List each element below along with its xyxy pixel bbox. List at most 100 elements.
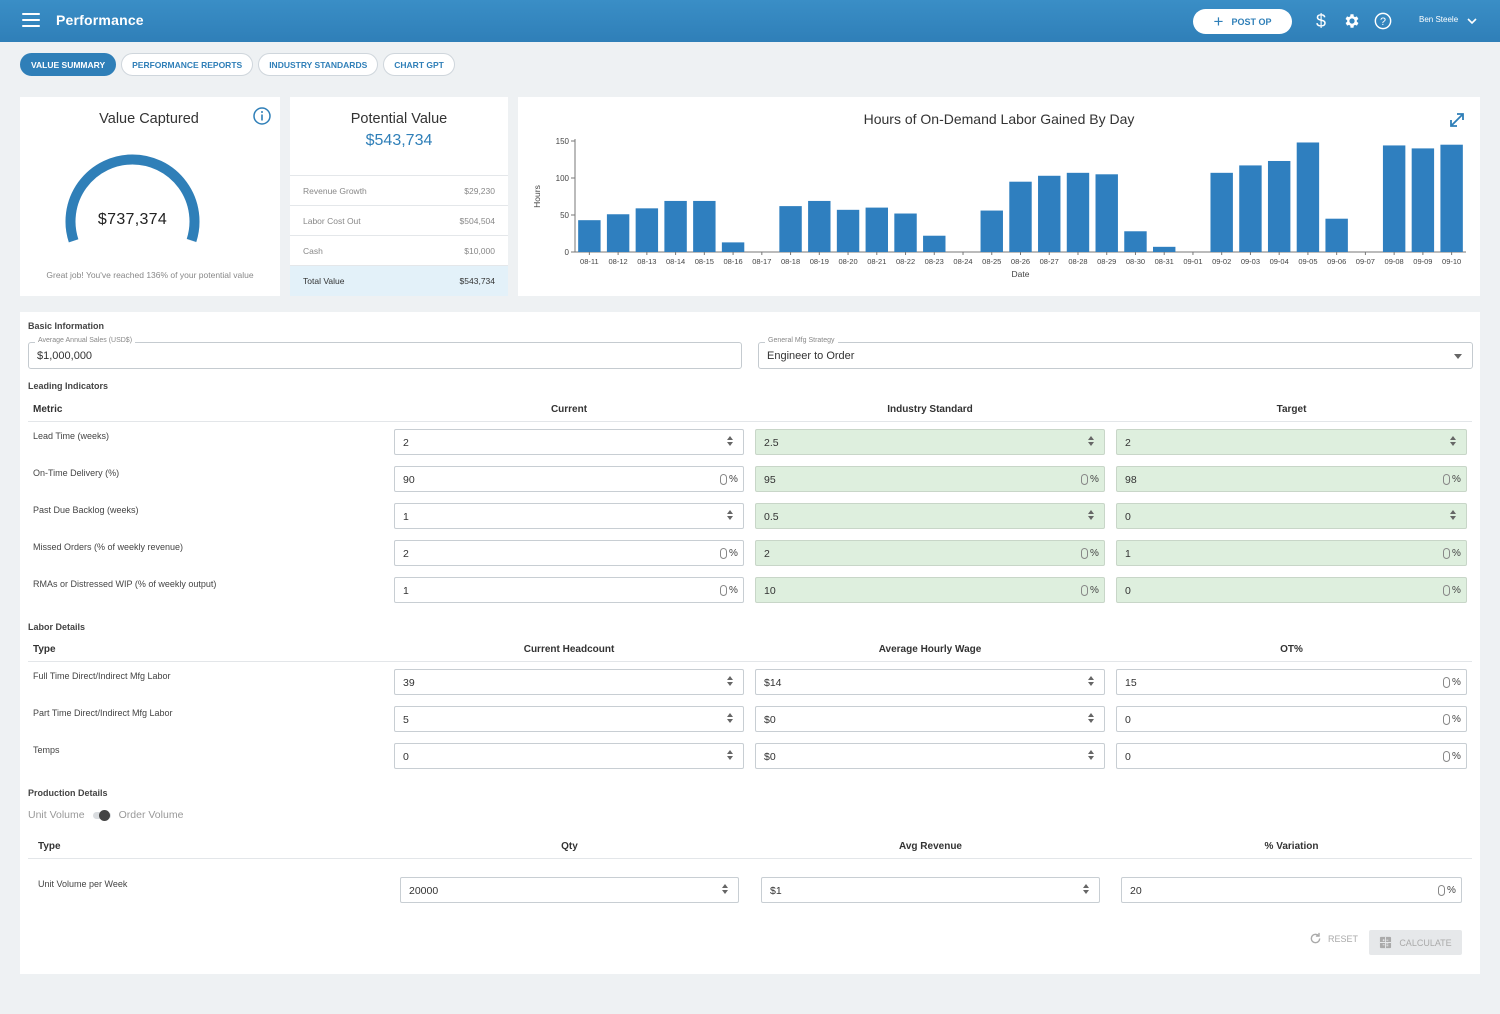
stepper-arrows-icon[interactable] xyxy=(1083,884,1089,897)
current-input[interactable]: 2 xyxy=(394,429,744,455)
chart-bar[interactable] xyxy=(1095,174,1118,252)
ot-percent-input[interactable]: 0% xyxy=(1116,743,1467,769)
calculate-button[interactable]: CALCULATE xyxy=(1369,930,1462,955)
industry-standard-input[interactable]: 10% xyxy=(755,577,1105,603)
stepper-arrows-icon[interactable] xyxy=(722,884,728,897)
current-input[interactable]: 2% xyxy=(394,540,744,566)
chart-bar[interactable] xyxy=(894,213,917,252)
stepper-ring-icon[interactable] xyxy=(1081,474,1088,485)
stepper-ring-icon[interactable] xyxy=(1443,548,1450,559)
info-icon[interactable] xyxy=(252,106,272,131)
current-input[interactable]: 90% xyxy=(394,466,744,492)
chart-bar[interactable] xyxy=(1411,148,1435,252)
industry-standard-input[interactable]: 95% xyxy=(755,466,1105,492)
stepper-ring-icon[interactable] xyxy=(1443,714,1450,725)
stepper-arrows-icon[interactable] xyxy=(1450,510,1456,523)
qty-input[interactable]: 20000 xyxy=(400,877,739,903)
reset-button[interactable]: RESET xyxy=(1309,932,1358,945)
chart-bar[interactable] xyxy=(865,207,888,252)
chart-bar[interactable] xyxy=(1296,142,1320,252)
chart-bar[interactable] xyxy=(923,235,946,252)
stepper-ring-icon[interactable] xyxy=(1438,885,1445,896)
hourly-wage-input[interactable]: $14 xyxy=(755,669,1105,695)
industry-standard-input[interactable]: 2.5 xyxy=(755,429,1105,455)
ot-percent-input[interactable]: 15% xyxy=(1116,669,1467,695)
variation-input[interactable]: 20% xyxy=(1121,877,1462,903)
stepper-ring-icon[interactable] xyxy=(1443,751,1450,762)
mfg-strategy-select[interactable]: General Mfg Strategy Engineer to Order xyxy=(758,337,1473,369)
stepper-arrows-icon[interactable] xyxy=(1088,750,1094,763)
chart-bar[interactable] xyxy=(1153,246,1176,252)
chart-bar[interactable] xyxy=(664,200,687,252)
current-input[interactable]: 1 xyxy=(394,503,744,529)
help-icon[interactable]: ? xyxy=(1372,10,1394,32)
chart-bar[interactable] xyxy=(693,200,716,252)
chart-bar[interactable] xyxy=(1009,181,1032,252)
gear-icon[interactable] xyxy=(1341,10,1363,32)
chart-bar[interactable] xyxy=(721,242,745,252)
target-input[interactable]: 1% xyxy=(1116,540,1467,566)
hourly-wage-input[interactable]: $0 xyxy=(755,706,1105,732)
chart-bar[interactable] xyxy=(578,220,601,252)
chart-bar[interactable] xyxy=(779,206,802,252)
ot-percent-input[interactable]: 0% xyxy=(1116,706,1467,732)
stepper-arrows-icon[interactable] xyxy=(727,750,733,763)
stepper-ring-icon[interactable] xyxy=(1443,677,1450,688)
chart-bar[interactable] xyxy=(1382,145,1406,252)
tab-value-summary[interactable]: VALUE SUMMARY xyxy=(20,53,117,76)
chart-bar[interactable] xyxy=(1124,231,1147,252)
stepper-ring-icon[interactable] xyxy=(1443,474,1450,485)
chart-bar[interactable] xyxy=(1325,218,1348,252)
target-input[interactable]: 98% xyxy=(1116,466,1467,492)
chart-bar[interactable] xyxy=(1239,165,1262,252)
headcount-input[interactable]: 39 xyxy=(394,669,744,695)
current-input[interactable]: 1% xyxy=(394,577,744,603)
stepper-arrows-icon[interactable] xyxy=(1450,436,1456,449)
stepper-arrows-icon[interactable] xyxy=(1088,676,1094,689)
chart-bar[interactable] xyxy=(1440,144,1463,252)
chart-bar[interactable] xyxy=(836,209,860,252)
chart-bar[interactable] xyxy=(635,208,659,252)
stepper-arrows-icon[interactable] xyxy=(1088,510,1094,523)
industry-standard-input[interactable]: 0.5 xyxy=(755,503,1105,529)
chart-bar[interactable] xyxy=(980,210,1003,252)
chart-bar[interactable] xyxy=(1267,160,1291,252)
avg-revenue-input[interactable]: $1 xyxy=(761,877,1100,903)
stepper-arrows-icon[interactable] xyxy=(727,436,733,449)
industry-standard-input[interactable]: 2% xyxy=(755,540,1105,566)
chart-bar[interactable] xyxy=(1038,175,1061,252)
stepper-ring-icon[interactable] xyxy=(720,474,727,485)
stepper-arrows-icon[interactable] xyxy=(727,676,733,689)
stepper-arrows-icon[interactable] xyxy=(1088,436,1094,449)
tab-performance-reports[interactable]: PERFORMANCE REPORTS xyxy=(121,53,254,76)
menu-icon[interactable] xyxy=(22,13,40,27)
target-input[interactable]: 0 xyxy=(1116,503,1467,529)
expand-icon[interactable] xyxy=(1448,111,1466,134)
post-op-button[interactable]: + POST OP xyxy=(1193,9,1292,34)
chevron-down-icon[interactable] xyxy=(1466,14,1478,32)
chart-bar[interactable] xyxy=(1210,172,1233,252)
hourly-wage-input[interactable]: $0 xyxy=(755,743,1105,769)
stepper-ring-icon[interactable] xyxy=(720,585,727,596)
chart-bar[interactable] xyxy=(808,200,831,252)
headcount-input[interactable]: 5 xyxy=(394,706,744,732)
headcount-input[interactable]: 0 xyxy=(394,743,744,769)
user-name[interactable]: Ben Steele xyxy=(1419,15,1459,24)
tab-industry-standards[interactable]: INDUSTRY STANDARDS xyxy=(258,53,379,76)
volume-toggle[interactable] xyxy=(92,810,111,821)
leading-indicators-label: Leading Indicators xyxy=(28,381,109,391)
stepper-ring-icon[interactable] xyxy=(1081,585,1088,596)
stepper-ring-icon[interactable] xyxy=(720,548,727,559)
stepper-arrows-icon[interactable] xyxy=(1088,713,1094,726)
stepper-ring-icon[interactable] xyxy=(1081,548,1088,559)
tab-chart-gpt[interactable]: CHART GPT xyxy=(383,53,455,76)
chart-bar[interactable] xyxy=(606,214,630,252)
annual-sales-field[interactable]: Average Annual Sales (USD$) $1,000,000 xyxy=(28,337,742,369)
stepper-ring-icon[interactable] xyxy=(1443,585,1450,596)
chart-bar[interactable] xyxy=(1066,172,1090,252)
stepper-arrows-icon[interactable] xyxy=(727,713,733,726)
dollar-icon[interactable]: $ xyxy=(1310,10,1332,32)
target-input[interactable]: 0% xyxy=(1116,577,1467,603)
target-input[interactable]: 2 xyxy=(1116,429,1467,455)
stepper-arrows-icon[interactable] xyxy=(727,510,733,523)
